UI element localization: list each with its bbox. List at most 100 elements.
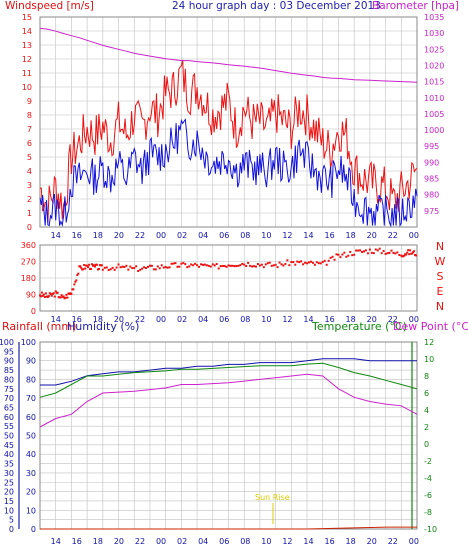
direction-point [101, 268, 104, 271]
x-tick-label: 16 [72, 231, 82, 240]
x-tick-label: 02 [177, 231, 187, 240]
direction-series [39, 247, 418, 300]
direction-point [251, 265, 254, 268]
barometer-y-ticks: 975 980 985 990 995 1000 1005 1010 1015 1020 1025 1… [424, 13, 444, 216]
temperature-axis-label: Temperature (°C) [311, 320, 407, 333]
barometer-tick-label: 1010 [424, 94, 444, 103]
direction-point [355, 249, 358, 252]
direction-point [49, 293, 52, 296]
direction-point [146, 265, 149, 268]
direction-point [133, 267, 136, 270]
barometer-tick-label: 1015 [424, 78, 444, 87]
rainfall-tick-label: 10 [4, 506, 14, 515]
direction-point [260, 263, 263, 266]
rainfall-tick-label: 90 [4, 357, 14, 366]
barometer-tick-label: 1030 [424, 29, 444, 38]
direction-point [219, 265, 222, 268]
temperature-tick-label: -10 [424, 525, 437, 534]
x-tick-label: 14 [51, 315, 61, 324]
barometer-tick-label: 990 [424, 158, 439, 167]
direction-point [92, 264, 95, 267]
humidity-tick-label: 40 [26, 450, 36, 459]
x-tick-label: 16 [324, 315, 334, 324]
x-tick-label: 00 [156, 315, 166, 324]
direction-point [315, 261, 318, 264]
direction-point [294, 263, 297, 266]
windspeed-tick-label: 8 [27, 111, 32, 120]
direction-point [247, 261, 250, 264]
chart-title: 24 hour graph day : 03 December 2013 [172, 0, 381, 12]
barometer-tick-label: 995 [424, 142, 439, 151]
direction-point [156, 265, 159, 268]
x-tick-label: 10 [261, 537, 271, 546]
x-tick-label: 00 [409, 315, 419, 324]
direction-point [366, 252, 369, 255]
x-tick-label: 18 [346, 231, 356, 240]
dewpoint-line [39, 373, 418, 428]
direction-point [86, 264, 89, 267]
direction-point [168, 266, 171, 269]
direction-point [217, 267, 220, 270]
direction-point [131, 267, 134, 270]
humidity-tick-label: 0 [31, 525, 36, 534]
x-tick-label: 18 [93, 315, 103, 324]
direction-point [111, 266, 114, 269]
direction-point [203, 263, 206, 266]
direction-tick-label: 180 [21, 274, 36, 283]
rainfall-tick-label: 20 [4, 488, 14, 497]
windspeed-x-ticks: 14 16 18 20 22 00 02 04 06 08 10 12 14 16 18 20 22 00 [51, 231, 419, 240]
direction-point [256, 263, 259, 266]
x-tick-label: 00 [409, 537, 419, 546]
direction-point [398, 254, 401, 257]
rainfall-tick-label: 45 [4, 441, 14, 450]
direction-point [41, 294, 44, 297]
windspeed-tick-label: 6 [27, 139, 32, 148]
direction-point [290, 261, 293, 264]
direction-point [80, 266, 83, 269]
direction-point [145, 267, 148, 270]
windspeed-tick-label: 13 [22, 41, 32, 50]
x-tick-label: 14 [51, 231, 61, 240]
direction-point [254, 265, 257, 268]
direction-point [192, 264, 195, 267]
direction-x-ticks: 14 16 18 20 22 00 02 04 06 08 10 12 14 16 18 20 22 00 [51, 315, 419, 324]
x-tick-label: 04 [198, 537, 208, 546]
direction-point [115, 266, 118, 269]
rainfall-tick-label: 75 [4, 385, 14, 394]
direction-point [325, 263, 328, 266]
x-tick-label: 02 [177, 315, 187, 324]
direction-point [166, 266, 169, 269]
direction-point [309, 260, 312, 263]
direction-point [286, 259, 289, 262]
direction-point [109, 268, 112, 271]
windspeed-tick-label: 5 [27, 153, 32, 162]
direction-point [264, 263, 267, 266]
direction-point [282, 264, 285, 267]
direction-point [65, 293, 68, 296]
windspeed-tick-label: 14 [22, 27, 32, 36]
windspeed-tick-label: 15 [22, 13, 32, 22]
compass-label: W [435, 255, 446, 268]
x-tick-label: 14 [303, 315, 313, 324]
rainfall-tick-label: 50 [4, 432, 14, 441]
direction-point [47, 295, 50, 298]
direction-point [335, 253, 338, 256]
x-tick-label: 08 [240, 231, 250, 240]
direction-point [388, 251, 391, 254]
direction-point [137, 270, 140, 273]
direction-point [162, 266, 165, 269]
direction-point [82, 268, 85, 271]
direction-point [42, 293, 45, 296]
rainfall-tick-label: 60 [4, 413, 14, 422]
x-tick-label: 06 [219, 537, 229, 546]
direction-point [154, 268, 157, 271]
direction-point [353, 253, 356, 256]
direction-point [304, 261, 307, 264]
direction-point [407, 249, 410, 252]
direction-point [349, 250, 352, 253]
direction-point [298, 261, 301, 264]
direction-point [40, 291, 43, 294]
direction-point [64, 296, 67, 299]
x-tick-label: 22 [388, 315, 398, 324]
